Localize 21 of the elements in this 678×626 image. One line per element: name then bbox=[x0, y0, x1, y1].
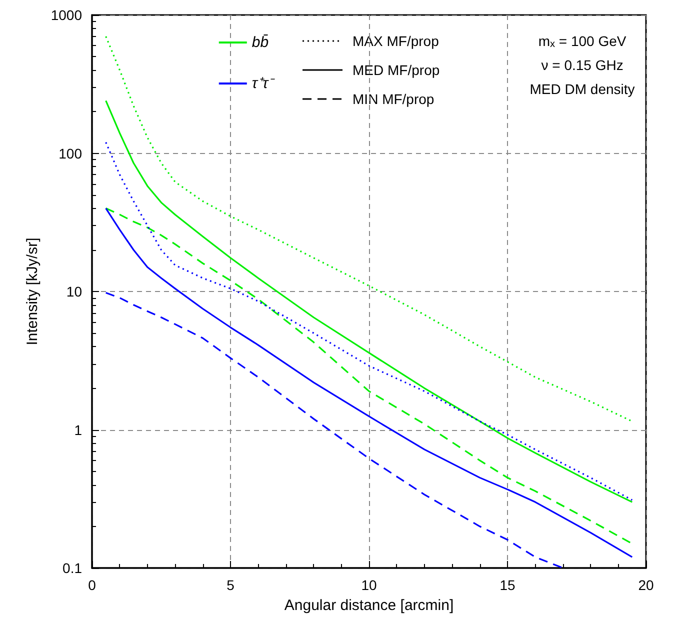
x-tick-label: 5 bbox=[226, 577, 235, 593]
x-tick-label: 20 bbox=[638, 577, 654, 593]
y-tick-label: 10 bbox=[66, 284, 82, 300]
y-tick-label: 1000 bbox=[50, 7, 82, 23]
y-tick-label: 100 bbox=[58, 145, 82, 162]
x-tick-label: 15 bbox=[500, 577, 516, 593]
annotation: MED DM density bbox=[530, 81, 635, 97]
y-tick-label: 1 bbox=[74, 422, 82, 438]
annotation: MIN MF/prop bbox=[352, 91, 434, 107]
line-series bbox=[105, 292, 564, 569]
y-tick-label: 0.1 bbox=[62, 560, 82, 576]
legend-label: bb̄ bbox=[252, 34, 269, 51]
y-axis-title: Intensity [kJy/sr] bbox=[24, 238, 41, 346]
x-tick-label: 10 bbox=[361, 577, 377, 593]
line-series bbox=[105, 36, 633, 422]
legend-label: τ⁺τ⁻ bbox=[252, 75, 276, 92]
x-tick-label: 0 bbox=[88, 577, 96, 593]
x-axis-title: Angular distance [arcmin] bbox=[284, 597, 454, 614]
annotation: MED MF/prop bbox=[352, 62, 440, 78]
annotation: ν = 0.15 GHz bbox=[541, 57, 624, 73]
annotation: MAX MF/prop bbox=[352, 33, 440, 49]
